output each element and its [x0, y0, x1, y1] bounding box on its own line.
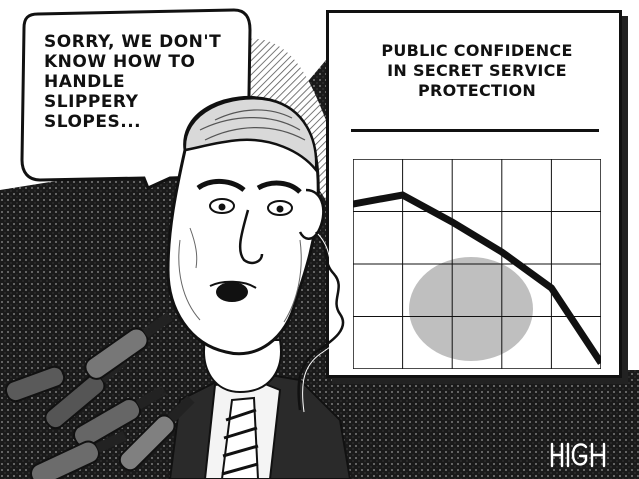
speech-line: HANDLE	[44, 72, 126, 92]
thumbprint-smudge	[409, 257, 533, 361]
artist-signature	[550, 442, 606, 468]
line-chart	[353, 159, 601, 369]
chart-board: PUBLIC CONFIDENCE IN SECRET SERVICE PROT…	[326, 10, 622, 378]
chart-title: PUBLIC CONFIDENCE IN SECRET SERVICE PROT…	[347, 41, 607, 101]
speech-line: SLIPPERY	[44, 92, 139, 112]
speech-line: SORRY, WE DON'T	[44, 32, 222, 52]
chart-divider	[351, 129, 599, 132]
speech-line: KNOW HOW TO	[44, 52, 196, 72]
chart-title-line: IN SECRET SERVICE	[387, 61, 567, 80]
confidence-line	[353, 191, 601, 365]
speech-line: SLOPES...	[44, 112, 142, 132]
chart-title-line: PUBLIC CONFIDENCE	[381, 41, 573, 60]
speech-text: SORRY, WE DON'T KNOW HOW TO HANDLE SLIPP…	[44, 32, 224, 132]
chart-title-line: PROTECTION	[417, 81, 537, 100]
